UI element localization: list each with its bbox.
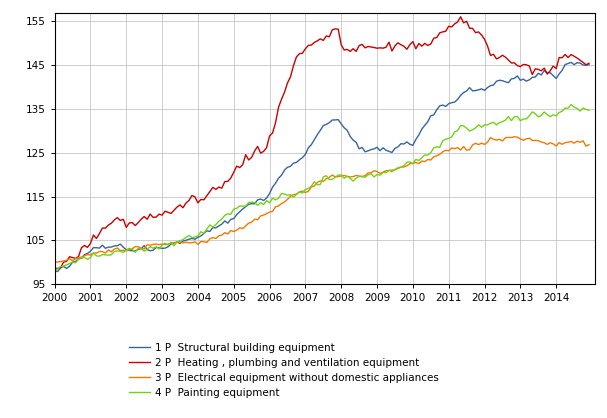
4 P  Painting equipment bbox=[114, 248, 121, 253]
Line: 1 P  Structural building equipment: 1 P Structural building equipment bbox=[55, 62, 589, 272]
2 P  Heating , plumbing and ventilation equipment bbox=[51, 266, 58, 271]
1 P  Structural building equipment bbox=[568, 60, 575, 65]
1 P  Structural building equipment bbox=[117, 242, 124, 247]
Line: 3 P  Electrical equipment without domestic appliances: 3 P Electrical equipment without domesti… bbox=[55, 137, 589, 263]
Line: 4 P  Painting equipment: 4 P Painting equipment bbox=[55, 104, 589, 271]
2 P  Heating , plumbing and ventilation equipment bbox=[532, 66, 539, 71]
3 P  Electrical equipment without domestic appliances bbox=[51, 260, 58, 265]
2 P  Heating , plumbing and ventilation equipment bbox=[63, 259, 70, 264]
3 P  Electrical equipment without domestic appliances bbox=[571, 141, 578, 146]
1 P  Structural building equipment bbox=[54, 269, 61, 274]
4 P  Painting equipment bbox=[571, 104, 578, 110]
3 P  Electrical equipment without domestic appliances bbox=[60, 259, 67, 264]
4 P  Painting equipment bbox=[254, 203, 261, 208]
3 P  Electrical equipment without domestic appliances bbox=[585, 142, 592, 147]
3 P  Electrical equipment without domestic appliances bbox=[510, 134, 518, 139]
1 P  Structural building equipment bbox=[574, 60, 581, 65]
4 P  Painting equipment bbox=[51, 269, 58, 274]
2 P  Heating , plumbing and ventilation equipment bbox=[117, 218, 124, 223]
1 P  Structural building equipment bbox=[529, 75, 536, 80]
3 P  Electrical equipment without domestic appliances bbox=[254, 217, 261, 222]
Legend: 1 P  Structural building equipment, 2 P  Heating , plumbing and ventilation equi: 1 P Structural building equipment, 2 P H… bbox=[124, 338, 443, 402]
1 P  Structural building equipment bbox=[164, 244, 172, 249]
4 P  Painting equipment bbox=[60, 264, 67, 269]
2 P  Heating , plumbing and ventilation equipment bbox=[164, 210, 172, 215]
3 P  Electrical equipment without domestic appliances bbox=[529, 138, 536, 143]
1 P  Structural building equipment bbox=[51, 268, 58, 273]
2 P  Heating , plumbing and ventilation equipment bbox=[457, 14, 464, 19]
4 P  Painting equipment bbox=[585, 108, 592, 113]
1 P  Structural building equipment bbox=[585, 62, 592, 67]
4 P  Painting equipment bbox=[161, 241, 169, 246]
1 P  Structural building equipment bbox=[257, 196, 264, 201]
2 P  Heating , plumbing and ventilation equipment bbox=[585, 61, 592, 66]
2 P  Heating , plumbing and ventilation equipment bbox=[574, 56, 581, 61]
2 P  Heating , plumbing and ventilation equipment bbox=[54, 266, 61, 271]
2 P  Heating , plumbing and ventilation equipment bbox=[257, 150, 264, 155]
Line: 2 P  Heating , plumbing and ventilation equipment: 2 P Heating , plumbing and ventilation e… bbox=[55, 17, 589, 268]
3 P  Electrical equipment without domestic appliances bbox=[161, 242, 169, 247]
3 P  Electrical equipment without domestic appliances bbox=[114, 245, 121, 250]
4 P  Painting equipment bbox=[568, 102, 575, 107]
1 P  Structural building equipment bbox=[63, 266, 70, 271]
4 P  Painting equipment bbox=[526, 113, 533, 118]
